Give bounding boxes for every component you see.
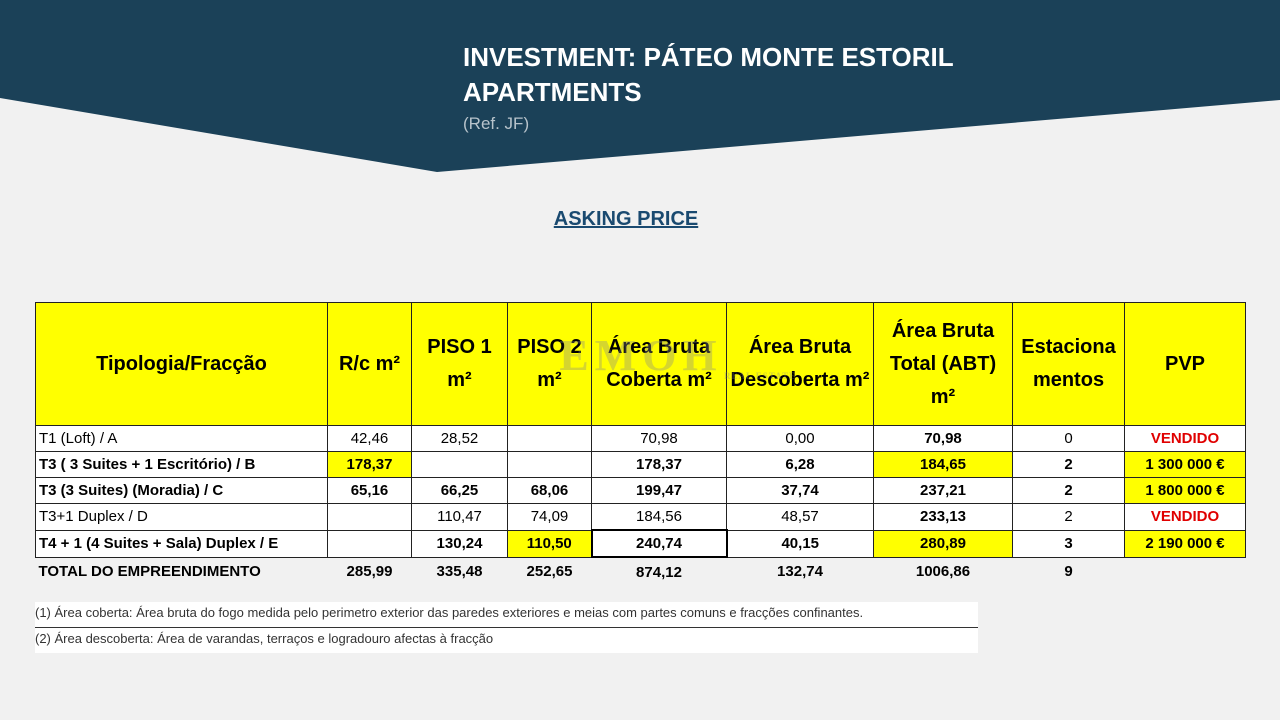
cell: 48,57 [726, 503, 874, 531]
cell [507, 425, 592, 452]
cell: 0 [1012, 425, 1125, 452]
cell: VENDIDO [1124, 425, 1246, 452]
total-cell: TOTAL DO EMPREENDIMENTO [38, 563, 261, 581]
cell: 178,37 [591, 451, 727, 478]
cell: 2 190 000 € [1124, 529, 1246, 558]
cell: T3+1 Duplex / D [35, 503, 328, 531]
ref: (Ref. JF) [463, 114, 530, 133]
cell: 0,00 [726, 425, 874, 452]
cell: 178,37 [327, 451, 412, 478]
total-cell: 335,48 [436, 563, 483, 581]
cell: 70,98 [591, 425, 727, 452]
column-header: Tipologia/Fracção [35, 302, 328, 426]
notes: (1) Área coberta: Área bruta do fogo med… [35, 602, 978, 653]
cell: 184,56 [591, 503, 727, 531]
cell: 110,47 [411, 503, 508, 531]
cell: 199,47 [591, 477, 727, 504]
cell [507, 451, 592, 478]
total-cell: 132,74 [777, 563, 823, 581]
cell [411, 451, 508, 478]
cell: 237,21 [873, 477, 1013, 504]
column-header: Estaciona mentos [1012, 302, 1125, 426]
total-cell: 1006,86 [915, 563, 971, 581]
total-cell: 874,12 [636, 563, 682, 581]
cell: 65,16 [327, 477, 412, 504]
cell: T1 (Loft) / A [35, 425, 328, 452]
column-header: Área Bruta Descoberta m² [726, 302, 874, 426]
total-cell: 285,99 [346, 563, 393, 581]
cell: 1 300 000 € [1124, 451, 1246, 478]
cell: VENDIDO [1124, 503, 1246, 531]
cell: 130,24 [411, 529, 508, 558]
cell: 66,25 [411, 477, 508, 504]
cell: 42,46 [327, 425, 412, 452]
column-header: R/c m² [327, 302, 412, 426]
title: INVESTMENT: PÁTEO MONTE ESTORIL APARTMEN… [463, 42, 954, 107]
cell: T4 + 1 (4 Suites + Sala) Duplex / E [35, 529, 328, 558]
column-header: Área Bruta Coberta m² [591, 302, 727, 426]
total-cell: 252,65 [526, 563, 573, 581]
cell: 37,74 [726, 477, 874, 504]
cell: 6,28 [726, 451, 874, 478]
banner [0, 0, 1280, 172]
total-cell [1125, 557, 1246, 586]
cell: 40,15 [726, 529, 874, 558]
price-table: Tipologia/Fracção R/c m² PISO 1 m² PISO 2 m… [35, 302, 1246, 586]
cell: 2 [1012, 477, 1125, 504]
cell: 3 [1012, 529, 1125, 558]
cell: 2 [1012, 451, 1125, 478]
cell: 240,74 [590, 529, 728, 558]
cell: 2 [1012, 503, 1125, 531]
note: (2) Área descoberta: Área de varandas, t… [35, 631, 494, 646]
cell: 1 800 000 € [1124, 477, 1246, 504]
cell: 68,06 [507, 477, 592, 504]
subtitle: ASKING PRICE [553, 208, 699, 230]
column-header: Área Bruta Total (ABT) m² [873, 302, 1013, 426]
cell: T3 ( 3 Suites + 1 Escritório) / B [35, 451, 328, 478]
note: (1) Área coberta: Área bruta do fogo med… [35, 602, 978, 628]
column-header: PVP [1124, 302, 1246, 426]
watermark-name: EMOH [559, 331, 723, 380]
cell [327, 529, 412, 558]
watermark: EMOH REAL ESTATE [486, 330, 796, 385]
watermark-tagline: REAL ESTATE [724, 371, 796, 381]
cell: 184,65 [873, 451, 1013, 478]
cell: 110,50 [507, 529, 592, 558]
cell: 28,52 [411, 425, 508, 452]
cell: 70,98 [873, 425, 1013, 452]
cell: 280,89 [873, 529, 1013, 558]
column-header: PISO 2 m² [507, 302, 592, 426]
cell [327, 503, 412, 531]
cell: T3 (3 Suites) (Moradia) / C [35, 477, 328, 504]
total-cell: 9 [1064, 563, 1073, 581]
cell: 74,09 [507, 503, 592, 531]
cell: 233,13 [873, 503, 1013, 531]
